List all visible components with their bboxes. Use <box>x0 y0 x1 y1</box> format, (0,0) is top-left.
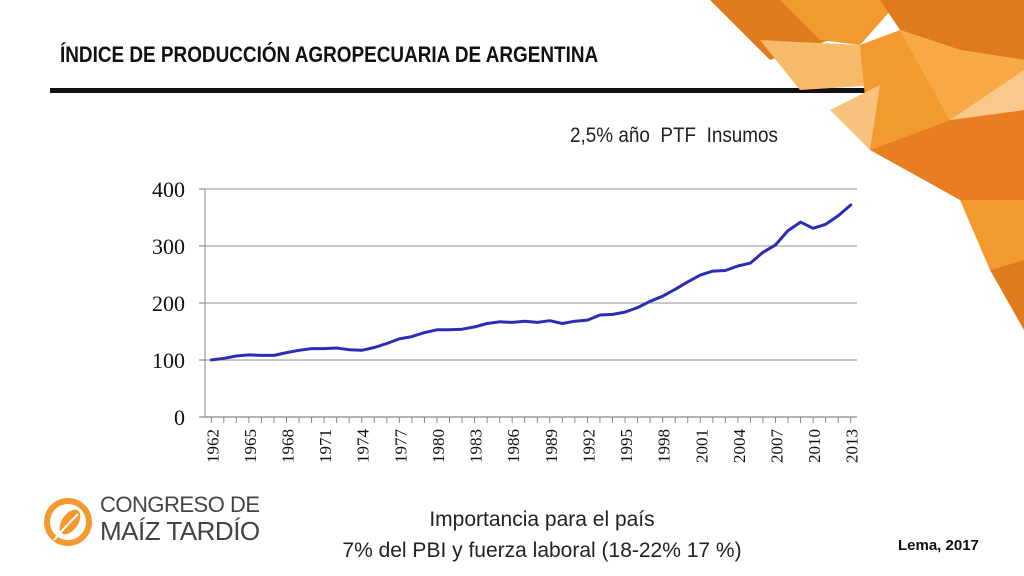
source-citation: Lema, 2017 <box>898 537 979 554</box>
x-tick-label: 1992 <box>579 429 598 463</box>
x-tick-label: 1995 <box>617 429 636 463</box>
x-tick-label: 1965 <box>241 429 260 463</box>
x-tick-label: 2007 <box>768 429 787 464</box>
x-tick-label: 1986 <box>504 429 523 463</box>
y-tick-label: 400 <box>152 177 185 202</box>
x-tick-label: 1980 <box>429 429 448 463</box>
x-tick-label: 1962 <box>203 429 222 463</box>
title-underline <box>50 88 870 93</box>
logo-line-2: MAÍZ TARDÍO <box>100 516 260 546</box>
x-tick-label: 2001 <box>692 429 711 463</box>
x-tick-label: 1989 <box>542 429 561 463</box>
x-tick-label: 2004 <box>730 429 749 464</box>
y-tick-label: 200 <box>152 291 185 316</box>
series-line <box>209 203 853 362</box>
x-tick-labels: 1962 1965 1968 1971 1974 1977 1980 1983 1986 1989… <box>203 429 861 464</box>
footer-line-1: Importancia para el país <box>429 508 655 531</box>
congress-logo: CONGRESO DE MAÍZ TARDÍO <box>44 492 264 552</box>
y-tick-label: 300 <box>152 234 185 259</box>
x-tick-label: 2013 <box>843 429 862 463</box>
y-tick-labels: 0 100 200 300 400 <box>152 177 185 430</box>
gridlines <box>205 188 857 361</box>
chart-annotation: 2,5% año PTF Insumos <box>570 124 778 147</box>
x-tick-label: 1974 <box>354 429 373 464</box>
x-tick-label: 1983 <box>467 429 486 463</box>
axes <box>199 188 857 423</box>
footer-line-2: 7% del PBI y fuerza laboral (18-22% 17 %… <box>342 539 742 562</box>
x-tick-label: 1968 <box>279 429 298 463</box>
x-tick-label: 2010 <box>805 429 824 463</box>
corn-logo-icon <box>44 498 92 546</box>
logo-line-1: CONGRESO DE <box>100 492 260 517</box>
y-tick-label: 100 <box>152 348 185 373</box>
series-line-layer <box>209 203 853 362</box>
x-tick-label: 1971 <box>316 429 335 463</box>
x-tick-label: 1977 <box>391 429 410 464</box>
y-tick-label: 0 <box>174 405 185 430</box>
x-tick-label: 1998 <box>655 429 674 463</box>
slide-title: ÍNDICE DE PRODUCCIÓN AGROPECUARIA DE ARG… <box>60 42 599 67</box>
